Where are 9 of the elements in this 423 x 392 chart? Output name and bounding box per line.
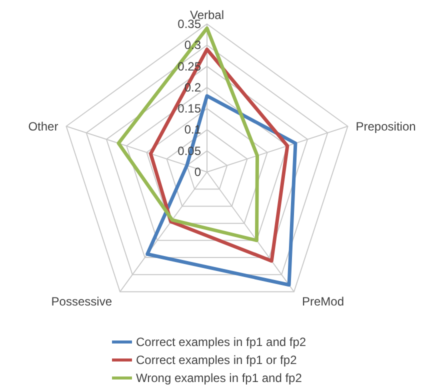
spoke-label: Possessive: [51, 294, 112, 309]
legend-label: Correct examples in fp1 or fp2: [136, 353, 298, 367]
y-tick-label: 0: [194, 165, 202, 179]
spoke-label: Preposition: [356, 119, 416, 134]
spoke-label: Other: [28, 119, 58, 134]
legend-label: Wrong examples in fp1 and fp2: [136, 371, 302, 385]
legend-label: Correct examples in fp1 and fp2: [136, 335, 306, 349]
y-tick-label: 0.15: [178, 102, 202, 116]
spoke-label: PreMod: [302, 294, 344, 309]
